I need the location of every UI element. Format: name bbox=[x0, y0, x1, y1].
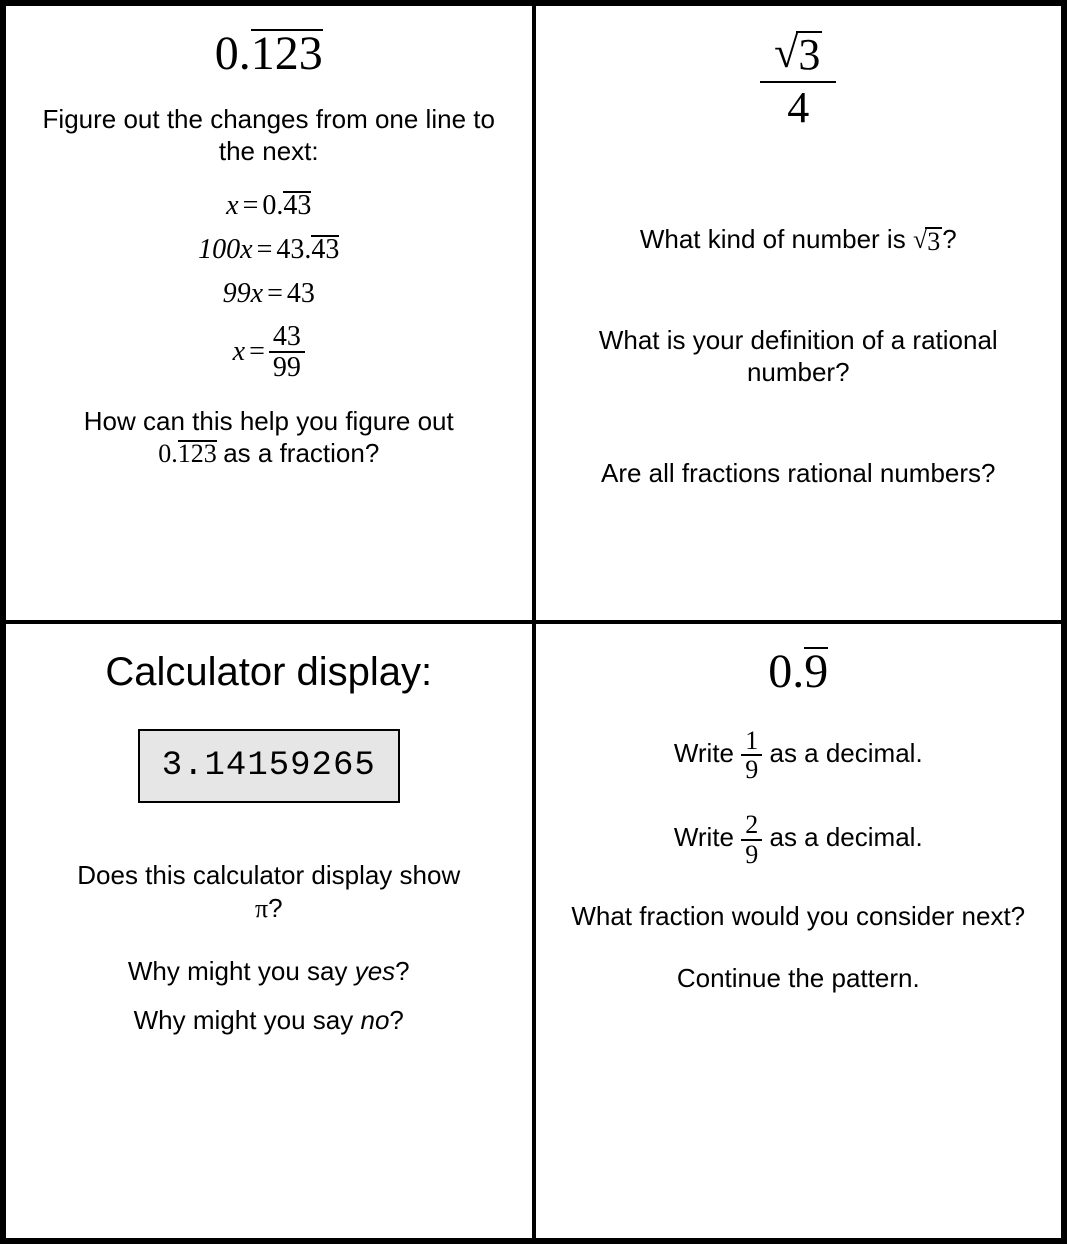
title-numerator: √ 3 bbox=[760, 30, 836, 83]
q3-b: ? bbox=[389, 1005, 403, 1035]
eq3: 99x = 43 bbox=[223, 278, 315, 310]
eq2-rhs: 43.43 bbox=[276, 234, 339, 266]
card-repeating-9: 0.9 Write 1 9 as a decimal. Write 2 9 as… bbox=[534, 622, 1064, 1240]
card4-q4: Continue the pattern. bbox=[677, 962, 920, 995]
card1-title: 0.123 bbox=[215, 28, 323, 81]
q3-no: no bbox=[360, 1005, 389, 1035]
q1-fraction: 1 9 bbox=[741, 727, 762, 784]
title-head: 0. bbox=[768, 645, 804, 698]
q1-a: Write bbox=[674, 738, 741, 768]
card2-q2: What is your definition of a rational nu… bbox=[558, 324, 1040, 389]
q3-a: Why might you say bbox=[134, 1005, 361, 1035]
card-calculator: Calculator display: 3.14159265 Does this… bbox=[4, 622, 534, 1240]
card4-title: 0.9 bbox=[768, 646, 828, 699]
card1-intro: Figure out the changes from one line to … bbox=[28, 103, 510, 168]
eq2-rhs-rep: 43 bbox=[311, 235, 339, 264]
card3-q1: Does this calculator display show π? bbox=[77, 859, 460, 925]
eq4-den: 99 bbox=[269, 353, 305, 382]
outro-head: 0. bbox=[158, 439, 178, 468]
card-repeating-123: 0.123 Figure out the changes from one li… bbox=[4, 4, 534, 622]
eq3-lhs: 99x bbox=[223, 278, 263, 310]
title-repeat: 9 bbox=[804, 647, 828, 695]
q2-a: Write bbox=[674, 823, 741, 853]
eq4-num: 43 bbox=[269, 322, 305, 353]
eq2: 100x = 43.43 bbox=[198, 234, 339, 266]
card4-q1: Write 1 9 as a decimal. bbox=[674, 727, 923, 784]
worksheet-grid: 0.123 Figure out the changes from one li… bbox=[0, 0, 1067, 1244]
eq3-rhs: 43 bbox=[287, 278, 315, 310]
card3-q2: Why might you say yes? bbox=[128, 955, 410, 988]
eq2-lhs: 100x bbox=[198, 234, 252, 266]
q1-b: ? bbox=[268, 893, 282, 923]
q2-b: as a decimal. bbox=[769, 823, 922, 853]
q2-yes: yes bbox=[355, 956, 395, 986]
eq4-fraction: 43 99 bbox=[269, 322, 305, 383]
outro-c: as a fraction? bbox=[223, 438, 379, 468]
radical-symbol: √ bbox=[774, 31, 798, 75]
title-repeat: 123 bbox=[251, 29, 323, 77]
pi-symbol: π bbox=[255, 894, 268, 923]
card2-q3: Are all fractions rational numbers? bbox=[601, 457, 996, 490]
q2-a: Why might you say bbox=[128, 956, 355, 986]
q1-den: 9 bbox=[741, 756, 762, 783]
card2-q1: What kind of number is √3? bbox=[640, 223, 957, 256]
equals: = bbox=[257, 234, 273, 266]
q1-a: What kind of number is bbox=[640, 224, 913, 254]
q1-num: 1 bbox=[741, 727, 762, 756]
q1-a: Does this calculator display show bbox=[77, 860, 460, 890]
radicand: 3 bbox=[925, 227, 942, 255]
outro-rep: 123 bbox=[178, 440, 217, 467]
q1-b: as a decimal. bbox=[769, 738, 922, 768]
equals: = bbox=[267, 278, 283, 310]
eq1: x = 0.43 bbox=[226, 190, 311, 222]
title-denominator: 4 bbox=[773, 83, 823, 131]
outro-decimal: 0.123 bbox=[158, 439, 223, 468]
radicand: 3 bbox=[796, 31, 822, 77]
q2-fraction: 2 9 bbox=[741, 811, 762, 868]
equals: = bbox=[243, 190, 259, 222]
card3-q3: Why might you say no? bbox=[134, 1004, 404, 1037]
eq1-lhs: x bbox=[226, 190, 238, 222]
title-head: 0. bbox=[215, 27, 251, 80]
eq2-rhs-head: 43. bbox=[276, 234, 311, 265]
outro-a: How can this help you figure out bbox=[84, 406, 454, 436]
equals: = bbox=[249, 336, 265, 368]
card1-outro: How can this help you figure out 0.123 a… bbox=[84, 405, 454, 471]
eq1-rhs-head: 0. bbox=[262, 190, 283, 221]
card2-title: √ 3 4 bbox=[760, 30, 836, 131]
q1-b: ? bbox=[942, 224, 956, 254]
eq4-lhs: x bbox=[233, 336, 245, 368]
calculator-display: 3.14159265 bbox=[138, 729, 400, 803]
sqrt-icon: √ 3 bbox=[774, 31, 822, 77]
sqrt-inline: √3 bbox=[913, 227, 942, 255]
eq4: x = 43 99 bbox=[233, 322, 305, 383]
q2-num: 2 bbox=[741, 811, 762, 840]
q2-b: ? bbox=[395, 956, 409, 986]
eq1-rhs-rep: 43 bbox=[283, 191, 311, 220]
card4-q2: Write 2 9 as a decimal. bbox=[674, 811, 923, 868]
card3-title: Calculator display: bbox=[105, 650, 432, 695]
q2-den: 9 bbox=[741, 841, 762, 868]
eq1-rhs: 0.43 bbox=[262, 190, 311, 222]
card-sqrt3-over-4: √ 3 4 What kind of number is √3? What is… bbox=[534, 4, 1064, 622]
card4-q3: What fraction would you consider next? bbox=[571, 900, 1025, 933]
